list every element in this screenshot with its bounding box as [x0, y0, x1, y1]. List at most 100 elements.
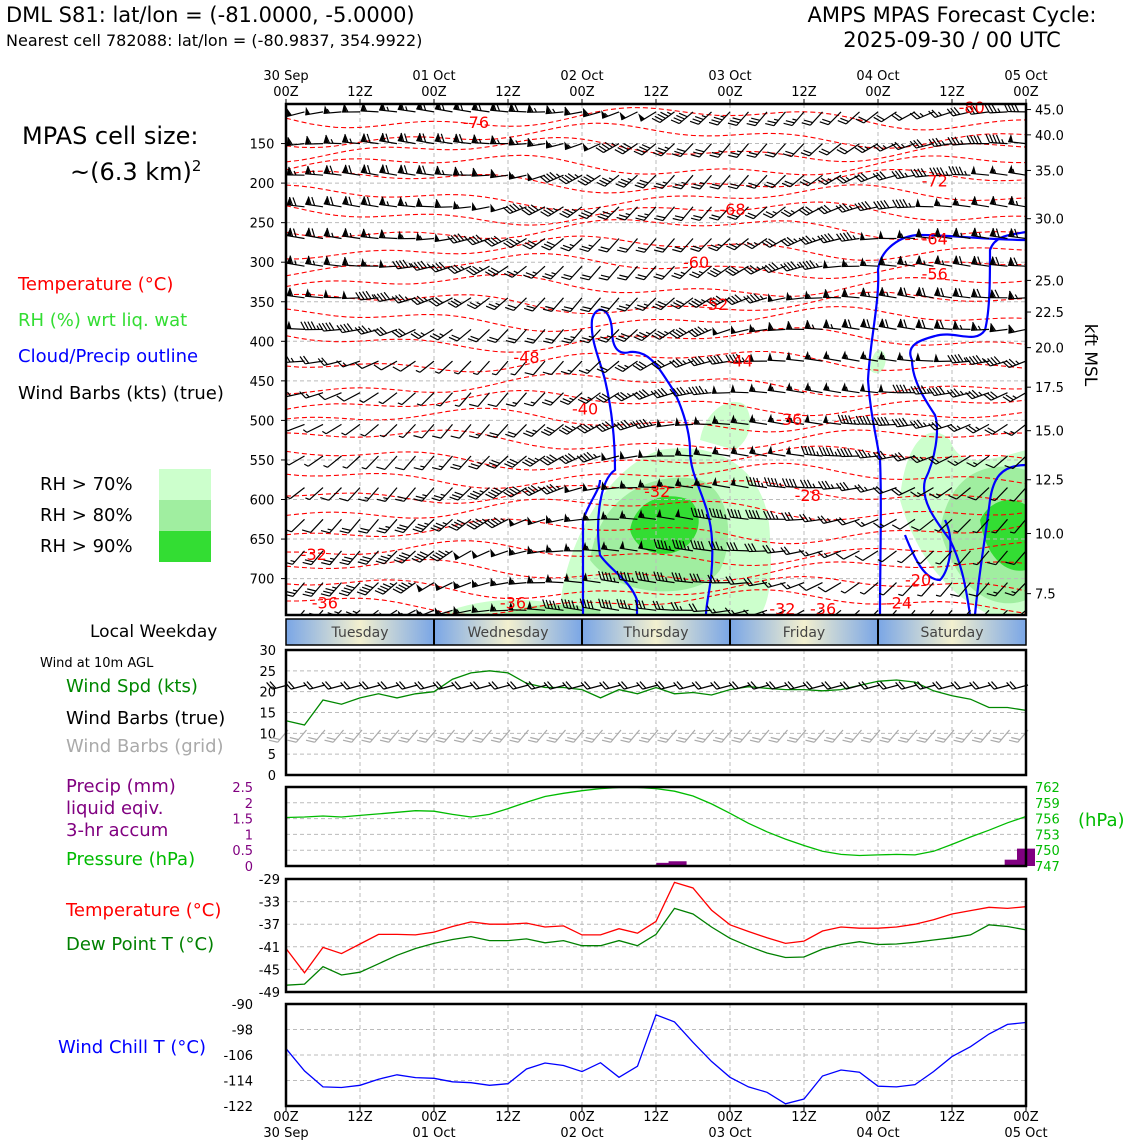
wind-barb-full	[918, 736, 928, 741]
bottom-time-label: 12Z	[643, 1110, 669, 1125]
wind-barb	[708, 507, 731, 520]
wind-barb-flag	[545, 544, 551, 553]
top-time-label: 12Z	[347, 85, 373, 100]
wind-barb-full	[1010, 228, 1015, 238]
wind-barb-full	[709, 186, 719, 190]
wind-barb-half	[917, 594, 922, 597]
wind-barb-full	[579, 339, 589, 344]
wind-barb-half	[1011, 590, 1016, 594]
wind-barb-full	[286, 528, 292, 533]
wind-barb-full	[858, 449, 865, 458]
wind-barb-full	[385, 165, 390, 174]
wind-barb-full	[966, 135, 972, 144]
wind-barb	[712, 729, 733, 743]
wind-barb-half	[534, 457, 540, 461]
wind-barb	[300, 321, 324, 331]
wind-barb-full	[690, 539, 695, 549]
wind-barb-full	[676, 681, 684, 689]
wind-barb-flag	[323, 105, 329, 114]
wind-barb	[467, 487, 490, 500]
wind-barb-staff	[921, 609, 934, 615]
cell-size-value: ~(6.3 km)2	[70, 157, 202, 186]
wind-barb-full	[787, 320, 793, 330]
wind-barb-flag	[767, 413, 773, 423]
wind-barb-flag	[564, 573, 570, 582]
wind-barb-flag	[286, 166, 292, 175]
wind-barb-full	[863, 736, 873, 741]
wind-barb	[928, 109, 953, 119]
wind-barb	[800, 445, 823, 457]
wind-barb-staff	[786, 358, 805, 362]
wind-barb-full	[385, 133, 390, 143]
wind-barb-half	[975, 426, 980, 431]
wind-barb	[860, 382, 879, 394]
wind-barb-full	[654, 389, 662, 398]
wind-barb-staff	[415, 205, 435, 208]
wind-barb-full	[712, 297, 721, 304]
panel-ytick-label: -114	[223, 1075, 253, 1090]
wind-barb-half	[697, 481, 701, 486]
wind-barb	[452, 166, 472, 176]
legend-wind-speed: Wind Spd (kts)	[66, 676, 198, 697]
wind-barb-full	[947, 460, 956, 466]
wind-barb-full	[749, 265, 758, 272]
wind-barb-full	[564, 174, 573, 181]
wind-barb-half	[775, 514, 779, 520]
wind-barb-full	[854, 203, 861, 211]
wind-barb-half	[741, 357, 746, 362]
wind-barb-full	[473, 681, 480, 689]
wind-barb-full	[435, 522, 445, 528]
wind-barb	[466, 297, 490, 310]
wind-barb	[653, 174, 675, 190]
wind-barb	[1008, 196, 1026, 208]
wind-barb	[413, 487, 435, 502]
wind-barb-full	[762, 545, 769, 554]
wind-barb-full	[435, 262, 443, 271]
wind-barb-full	[399, 524, 409, 528]
wind-barb-staff	[899, 518, 916, 530]
wind-barb	[339, 518, 361, 534]
wind-barb-half	[386, 106, 390, 112]
wind-barb-full	[899, 199, 905, 208]
wind-barb	[620, 729, 640, 743]
wind-barb-full	[602, 681, 610, 689]
wind-barb-staff	[642, 684, 659, 690]
wind-barb-full	[992, 195, 997, 205]
wind-barb	[876, 681, 899, 690]
wind-barb	[434, 233, 453, 243]
wind-barb	[634, 599, 657, 611]
wind-barb-half	[515, 239, 521, 243]
wind-barb-full	[596, 181, 606, 187]
wind-barb-full	[361, 586, 371, 591]
wind-barb-flag	[342, 164, 348, 174]
wind-barb-full	[767, 120, 777, 124]
wind-barb	[508, 576, 527, 585]
wind-barb-full	[450, 300, 460, 307]
wind-barb-half	[779, 482, 783, 488]
wind-barb	[939, 609, 953, 615]
wind-barb-full	[579, 454, 588, 462]
wind-barb-full	[749, 476, 754, 486]
cloud-outline	[903, 519, 952, 582]
wind-barb-full	[325, 587, 335, 592]
wind-barb-staff	[527, 174, 546, 182]
wind-barb-full	[472, 235, 480, 243]
wind-barb-full	[899, 384, 905, 393]
wind-barb-half	[796, 263, 801, 268]
wind-barb	[410, 295, 435, 306]
wind-barb	[617, 265, 638, 281]
wind-barb-full	[580, 396, 590, 402]
wind-barb-full	[618, 335, 627, 340]
wind-barb	[859, 582, 879, 595]
wind-barb-half	[682, 360, 687, 365]
wind-barb-full	[761, 265, 770, 273]
wind-barb-full	[493, 235, 502, 243]
wind-barb-full	[326, 227, 331, 237]
wind-barb-full	[530, 485, 539, 492]
wind-barb-half	[736, 150, 742, 153]
wind-barb-full	[505, 205, 514, 213]
wind-barb-staff	[863, 111, 879, 124]
wind-barb-half	[387, 554, 392, 557]
wind-barb	[1002, 358, 1026, 369]
wind-barb-staff	[379, 328, 398, 337]
